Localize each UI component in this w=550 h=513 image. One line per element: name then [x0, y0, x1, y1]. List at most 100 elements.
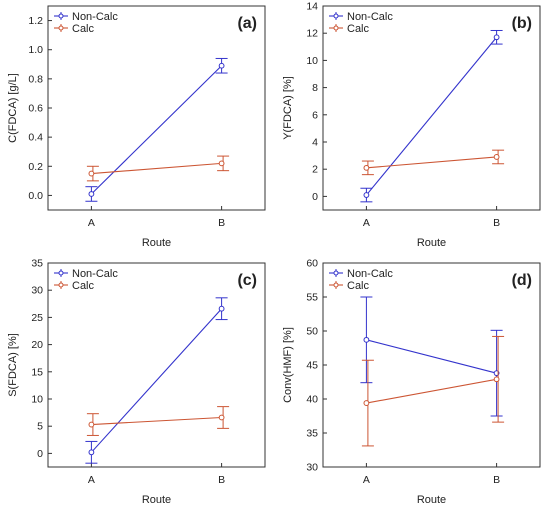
legend-label: Calc [72, 280, 95, 292]
y-tick-label: 35 [31, 258, 43, 270]
y-tick-label: 8 [312, 82, 318, 94]
legend-label: Calc [347, 280, 370, 292]
y-tick-label: 0.6 [28, 103, 43, 115]
chart-svg: 0.0 0.2 0.4 0.6 0.8 1.0 1.2 A B Route C(FDCA) [g/L… [7, 5, 266, 249]
series-line [91, 162, 222, 175]
legend-marker [58, 13, 64, 19]
y-axis-title: Conv(HMF) [%] [282, 327, 294, 403]
series-line [91, 65, 222, 195]
panel-letter: (a) [237, 15, 257, 32]
legend-label: Non-Calc [72, 11, 118, 23]
data-point [88, 449, 95, 456]
chart-svg: 30 35 40 45 50 55 60 A B Route Conv(HMF) [%] (d) Non… [282, 258, 541, 506]
y-tick-label: 0 [312, 191, 318, 203]
y-tick-label: 0.4 [28, 132, 43, 144]
data-point [218, 305, 225, 312]
x-axis-title: Route [417, 237, 446, 249]
y-tick-label: 20 [31, 339, 43, 351]
y-axis-title: Y(FDCA) [%] [282, 76, 294, 140]
data-point [363, 164, 370, 171]
panel-b: 0 2 4 6 8 10 12 14 A B Route Y(FDCA) [%] (b) Non-Calc… [275, 0, 550, 256]
series-line [366, 378, 497, 404]
y-tick-label: 5 [37, 421, 43, 433]
y-tick-label: 10 [306, 55, 318, 67]
y-axis-title: S(FDCA) [%] [7, 333, 19, 397]
y-axis-title: C(FDCA) [g/L] [7, 73, 19, 143]
data-point [493, 376, 500, 383]
y-tick-label: 0.0 [28, 190, 43, 202]
legend-label: Calc [347, 23, 370, 35]
y-tick-label: 6 [312, 109, 318, 121]
data-point [218, 62, 225, 69]
panel-letter: (d) [512, 272, 532, 289]
chart-svg: 0 2 4 6 8 10 12 14 A B Route Y(FDCA) [%] (b) Non-Calc… [282, 1, 541, 249]
data-point [363, 192, 370, 198]
data-point [88, 421, 95, 428]
data-point [493, 34, 500, 41]
data-point [218, 414, 225, 421]
data-point [493, 154, 500, 160]
x-tick-label: A [88, 217, 95, 229]
y-tick-label: 10 [31, 394, 43, 406]
legend-marker [58, 25, 64, 31]
y-tick-label: 4 [312, 137, 318, 149]
plot-frame [47, 5, 266, 211]
x-tick-label: B [218, 474, 225, 486]
data-point [363, 400, 370, 406]
legend-marker [333, 13, 339, 19]
series-line [366, 156, 497, 169]
y-tick-label: 12 [306, 28, 318, 40]
series-line [90, 308, 223, 453]
data-point [218, 160, 225, 167]
series-line [366, 339, 497, 374]
x-tick-label: A [363, 474, 370, 486]
legend-label: Non-Calc [347, 268, 393, 280]
panel-d: 30 35 40 45 50 55 60 A B Route Conv(HMF) [%] (d) Non… [275, 257, 550, 513]
legend-marker [333, 282, 339, 288]
y-tick-label: 55 [306, 292, 318, 304]
x-axis-title: Route [142, 494, 171, 506]
plot-frame [322, 262, 541, 468]
x-tick-label: B [493, 474, 500, 486]
chart-svg: 0 5 10 15 20 25 30 35 A B Route S(FDCA) [%] (c) Non-C… [7, 258, 266, 506]
legend-marker [333, 25, 339, 31]
y-tick-label: 0.8 [28, 73, 43, 85]
y-tick-label: 1.0 [28, 44, 43, 56]
x-axis-title: Route [142, 237, 171, 249]
series-line [91, 416, 222, 426]
x-axis-title: Route [417, 494, 446, 506]
series-line [365, 36, 498, 196]
y-tick-label: 14 [306, 1, 318, 13]
panel-letter: (c) [237, 272, 257, 289]
y-tick-label: 2 [312, 164, 318, 176]
x-tick-label: B [218, 217, 225, 229]
panel-c: 0 5 10 15 20 25 30 35 A B Route S(FDCA) [%] (c) Non-C… [0, 257, 275, 513]
legend-marker [58, 282, 64, 288]
plot-frame [322, 5, 541, 211]
y-tick-label: 40 [306, 394, 318, 406]
y-tick-label: 25 [31, 312, 43, 324]
y-tick-label: 1.2 [28, 15, 43, 27]
data-point [88, 191, 95, 197]
panel-letter: (b) [512, 15, 532, 32]
y-tick-label: 50 [306, 326, 318, 338]
legend-label: Non-Calc [347, 11, 393, 23]
data-point [88, 170, 95, 177]
x-tick-label: A [363, 217, 370, 229]
y-tick-label: 30 [306, 462, 318, 474]
data-point [363, 336, 370, 343]
y-tick-label: 30 [31, 285, 43, 297]
legend-label: Calc [72, 23, 95, 35]
y-tick-label: 0 [37, 448, 43, 460]
y-tick-label: 15 [31, 366, 43, 378]
x-tick-label: A [88, 474, 95, 486]
y-tick-label: 60 [306, 258, 318, 270]
y-tick-label: 0.2 [28, 161, 43, 173]
legend-marker [333, 270, 339, 276]
y-tick-label: 35 [306, 428, 318, 440]
y-tick-label: 45 [306, 360, 318, 372]
legend-marker [58, 270, 64, 276]
plot-frame [47, 262, 266, 468]
panel-a: 0.0 0.2 0.4 0.6 0.8 1.0 1.2 A B Route C(FDCA) [g/L… [0, 0, 275, 256]
